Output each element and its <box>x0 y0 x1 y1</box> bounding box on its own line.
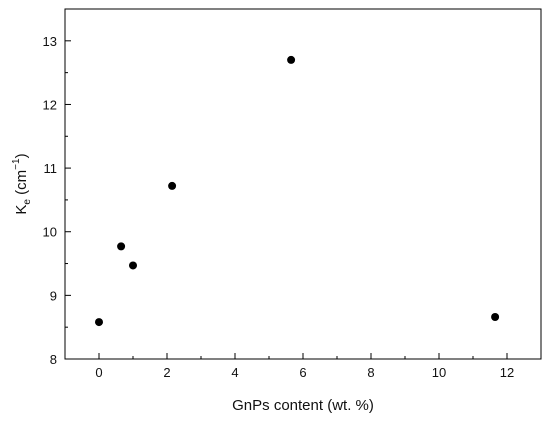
y-tick-label: 8 <box>50 352 57 367</box>
data-point <box>287 55 296 64</box>
x-tick-label: 6 <box>299 365 306 380</box>
data-points <box>95 55 500 327</box>
x-tick-label: 12 <box>500 365 514 380</box>
plot-frame <box>64 8 542 360</box>
x-axis-title: GnPs content (wt. %) <box>232 397 374 414</box>
x-tick-label: 2 <box>163 365 170 380</box>
data-point <box>491 313 500 321</box>
y-axis: 8 9 10 11 12 13 <box>43 8 71 367</box>
x-tick-label: 10 <box>432 365 446 380</box>
x-tick-label: 8 <box>367 365 374 380</box>
y-tick-label: 13 <box>43 34 57 49</box>
x-tick-label: 0 <box>95 365 102 380</box>
y-tick-label: 9 <box>50 288 57 303</box>
y-tick-label: 12 <box>43 97 57 112</box>
y-axis-title-subscript: e <box>22 199 33 205</box>
data-point <box>95 318 103 327</box>
data-point <box>117 242 126 251</box>
y-axis-title: Ke (cm−1) <box>11 153 33 214</box>
y-axis-title-exponent: −1 <box>11 158 22 170</box>
data-point <box>129 261 137 270</box>
y-axis-title-base: K <box>13 205 30 215</box>
y-axis-title-unit: (cm <box>13 170 30 199</box>
data-point <box>168 181 177 190</box>
y-axis-title-close: ) <box>13 153 30 158</box>
y-tick-label: 10 <box>43 225 57 240</box>
y-tick-label: 11 <box>44 161 58 176</box>
x-axis: 0 2 4 6 8 10 12 <box>64 353 542 380</box>
x-tick-label: 4 <box>231 365 238 380</box>
